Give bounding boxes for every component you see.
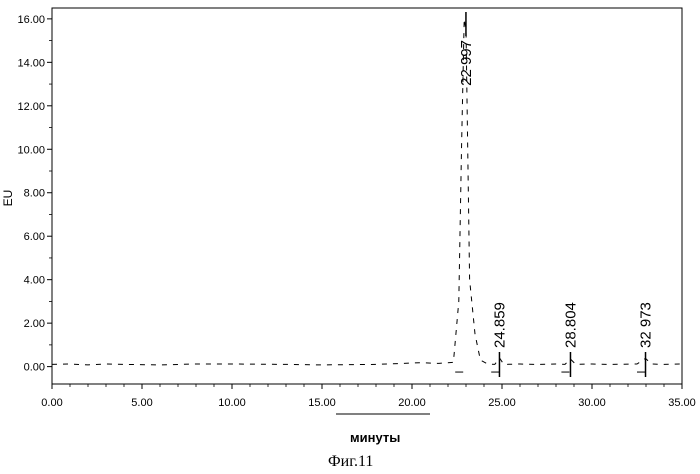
x-tick-label: 15.00: [308, 397, 336, 409]
x-tick-label: 0.00: [41, 397, 62, 409]
plot-frame: [52, 8, 682, 384]
y-tick-label: 6.00: [24, 231, 45, 243]
peak-label: 28.804: [562, 302, 579, 348]
x-tick-label: 20.00: [398, 397, 426, 409]
x-tick-label: 5.00: [131, 397, 152, 409]
x-axis-label: минуты: [350, 430, 400, 445]
y-tick-label: 8.00: [24, 188, 45, 200]
y-tick-label: 0.00: [24, 362, 45, 374]
x-tick-label: 35.00: [668, 397, 696, 409]
signal-trace: [52, 19, 682, 365]
x-tick-label: 25.00: [488, 397, 516, 409]
peak-label: 32 973: [638, 302, 655, 348]
peak-label: 22 997: [458, 40, 475, 86]
plot-area: 0.00 5.00 10.00 15.00 20.00 25.00 30.00 35.00 0.…: [17, 8, 695, 414]
x-tick-label: 30.00: [578, 397, 606, 409]
peak-label: 24.859: [491, 302, 508, 348]
y-tick-label: 14.00: [17, 57, 45, 69]
y-tick-label: 12.00: [17, 101, 45, 113]
y-tick-label: 2.00: [24, 318, 45, 330]
x-tick-label: 10.00: [218, 397, 246, 409]
y-tick-label: 4.00: [24, 275, 45, 287]
y-tick-label: 10.00: [17, 144, 45, 156]
y-tick-label: 16.00: [17, 14, 45, 26]
y-axis-label: EU: [1, 190, 15, 207]
figure-caption: Фиг.11: [328, 453, 373, 471]
